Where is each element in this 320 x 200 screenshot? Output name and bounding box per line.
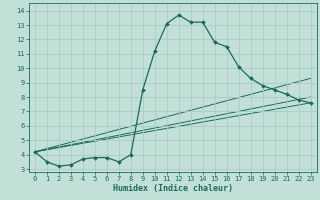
X-axis label: Humidex (Indice chaleur): Humidex (Indice chaleur) [113,184,233,193]
